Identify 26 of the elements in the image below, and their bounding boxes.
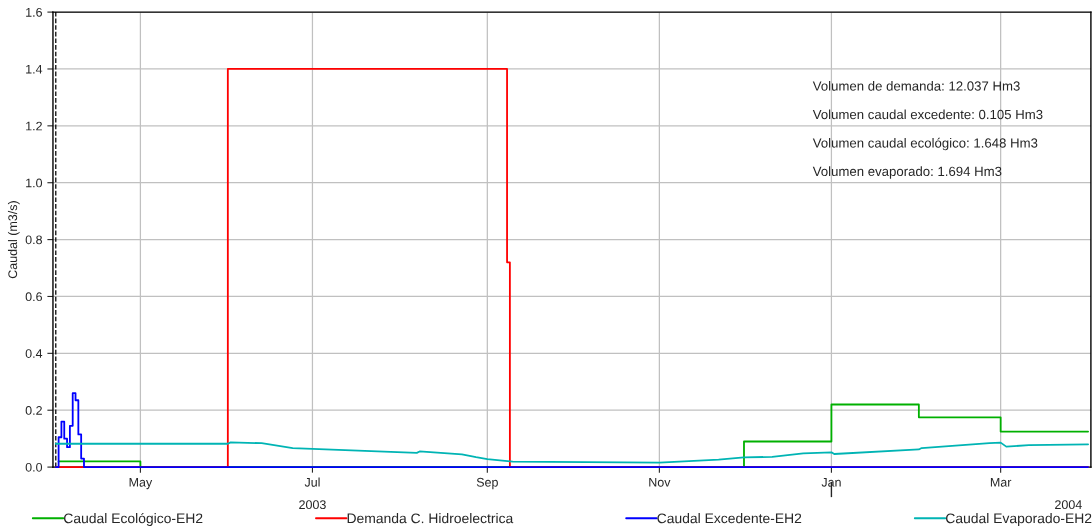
y-tick-label: 1.4 — [26, 64, 43, 74]
y-tick-label: 1.0 — [26, 178, 43, 188]
y-tick-label: 0.2 — [25, 406, 42, 415]
legend-label: Caudal Excedente-EH2 — [657, 513, 802, 524]
x-tick-label: Nov — [649, 477, 671, 487]
x-tick-label: Mar — [990, 477, 1012, 487]
x-tick-label: Sep — [476, 477, 498, 490]
legend-label: Demanda C. Hidroelectrica — [347, 513, 514, 524]
x2-tick-label: 2003 — [299, 500, 326, 510]
x-tick-label: May — [129, 477, 153, 490]
y-tick-label: 0.4 — [25, 349, 43, 358]
y-tick-label: 1.2 — [26, 121, 42, 131]
legend-label: Caudal Evaporado-EH2 — [946, 513, 1092, 526]
y-tick-label: 1.6 — [26, 7, 42, 17]
y-tick-label: 0.6 — [25, 292, 42, 302]
x-tick-label: Jul — [304, 477, 320, 487]
annotation: Volumen caudal ecológico: 1.648 Hm3 — [812, 137, 1038, 151]
y-tick-label: 0.8 — [25, 235, 42, 245]
legend-label: Caudal Ecológico-EH2 — [64, 512, 203, 526]
annotation: Volumen evaporado: 1.694 Hm3 — [812, 166, 1002, 179]
annotation: Volumen de demanda: 12.037 Hm3 — [812, 81, 1020, 91]
x-tick-label: Jan — [821, 477, 841, 487]
y-tick-label: 0.0 — [25, 462, 43, 472]
x2-tick-label: 2004 — [1055, 500, 1082, 510]
y-axis-title: Caudal (m3/s) — [7, 201, 20, 279]
annotation: Volumen caudal excedente: 0.105 Hm3 — [812, 109, 1043, 120]
